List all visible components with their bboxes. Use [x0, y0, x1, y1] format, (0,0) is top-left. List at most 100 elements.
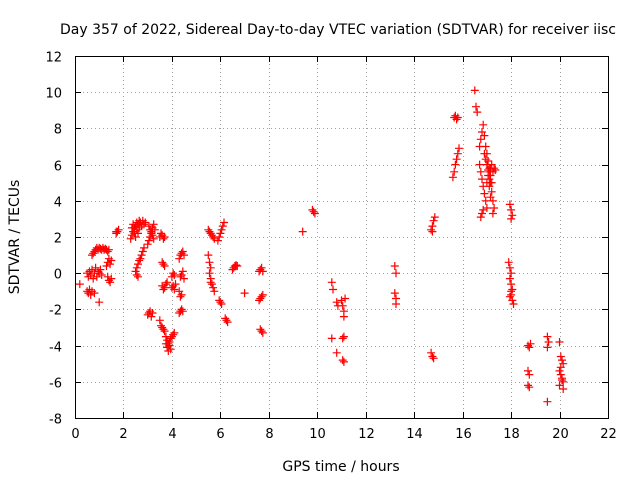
data-point — [486, 193, 495, 202]
data-point — [220, 218, 228, 227]
data-point — [429, 216, 438, 225]
data-point — [169, 269, 178, 278]
data-point — [137, 251, 146, 260]
data-point — [144, 236, 153, 245]
data-point — [150, 225, 159, 234]
data-point — [177, 290, 186, 299]
data-point — [339, 312, 348, 321]
data-point — [165, 338, 174, 346]
data-point — [507, 214, 516, 223]
data-point — [556, 352, 565, 361]
data-point — [96, 265, 105, 274]
data-point — [558, 376, 566, 384]
data-point — [481, 142, 490, 151]
data-point — [149, 220, 158, 229]
data-point — [148, 309, 157, 317]
data-point — [175, 254, 184, 263]
data-point — [485, 182, 494, 191]
data-point — [257, 327, 266, 336]
data-point — [204, 251, 213, 260]
y-tick-label: 8 — [54, 123, 62, 138]
data-point — [136, 254, 145, 263]
data-point — [132, 271, 141, 279]
data-point — [556, 370, 565, 379]
data-point — [339, 332, 348, 341]
data-point — [170, 328, 179, 337]
data-point — [524, 381, 532, 390]
x-tick-label: 16 — [455, 427, 472, 442]
y-axis-label: SDTVAR / TECUs — [7, 180, 23, 295]
data-point — [157, 229, 165, 238]
data-point — [508, 211, 517, 220]
data-point — [452, 115, 461, 124]
data-point — [453, 113, 462, 122]
data-point — [543, 397, 552, 406]
data-point — [555, 366, 564, 375]
data-point — [132, 263, 141, 272]
data-point — [107, 274, 116, 283]
data-point — [475, 160, 484, 169]
data-point — [140, 243, 148, 252]
data-point — [258, 328, 267, 337]
y-tick-label: -2 — [49, 304, 62, 319]
data-point — [205, 269, 214, 278]
data-point — [176, 272, 185, 281]
data-point — [526, 339, 535, 348]
data-point — [171, 280, 180, 289]
data-point — [478, 209, 486, 218]
data-point — [543, 332, 552, 341]
data-point — [149, 234, 158, 243]
data-point — [559, 377, 568, 386]
grid — [75, 56, 608, 418]
data-point — [129, 227, 138, 236]
data-point — [205, 258, 214, 267]
data-point — [143, 240, 152, 249]
data-point — [207, 280, 216, 289]
data-point — [490, 164, 499, 173]
data-point — [390, 289, 399, 298]
data-point — [476, 213, 485, 222]
x-tick-label: 0 — [71, 427, 79, 442]
data-point — [222, 316, 231, 325]
data-point — [480, 131, 489, 140]
data-point — [95, 298, 104, 307]
chart-title: Day 357 of 2022, Sidereal Day-to-day VTE… — [60, 22, 616, 38]
data-point — [127, 223, 136, 232]
data-point — [487, 187, 496, 196]
data-point — [544, 338, 553, 346]
y-tick-label: 6 — [54, 160, 62, 175]
data-point — [472, 102, 480, 111]
data-point — [89, 274, 98, 283]
data-point — [159, 325, 168, 334]
data-point — [525, 343, 534, 352]
data-point — [455, 144, 463, 153]
data-point — [338, 334, 347, 343]
data-point — [451, 160, 460, 169]
data-point — [476, 167, 485, 176]
data-point — [481, 196, 490, 205]
data-point — [217, 225, 226, 234]
data-point — [505, 263, 514, 272]
data-point — [163, 343, 172, 352]
x-tick-label: 8 — [265, 427, 273, 442]
data-point — [524, 366, 532, 375]
data-point — [233, 262, 242, 270]
data-point — [429, 354, 438, 363]
y-tick-label: -4 — [49, 341, 62, 356]
data-point — [176, 292, 185, 301]
data-point — [452, 155, 461, 164]
data-point — [134, 260, 142, 269]
data-point — [141, 218, 150, 227]
x-tick-labels: 0 2 4 6 8 10 12 14 16 18 20 22 — [71, 427, 616, 442]
data-point — [480, 149, 489, 158]
data-point — [160, 233, 169, 241]
data-point — [155, 316, 164, 325]
data-point — [257, 292, 266, 301]
data-point — [178, 267, 187, 276]
data-point — [210, 234, 219, 243]
data-point — [428, 352, 437, 361]
y-tick-label: -8 — [49, 413, 62, 428]
data-point — [210, 287, 219, 296]
data-point — [427, 225, 436, 234]
data-point — [206, 278, 215, 287]
